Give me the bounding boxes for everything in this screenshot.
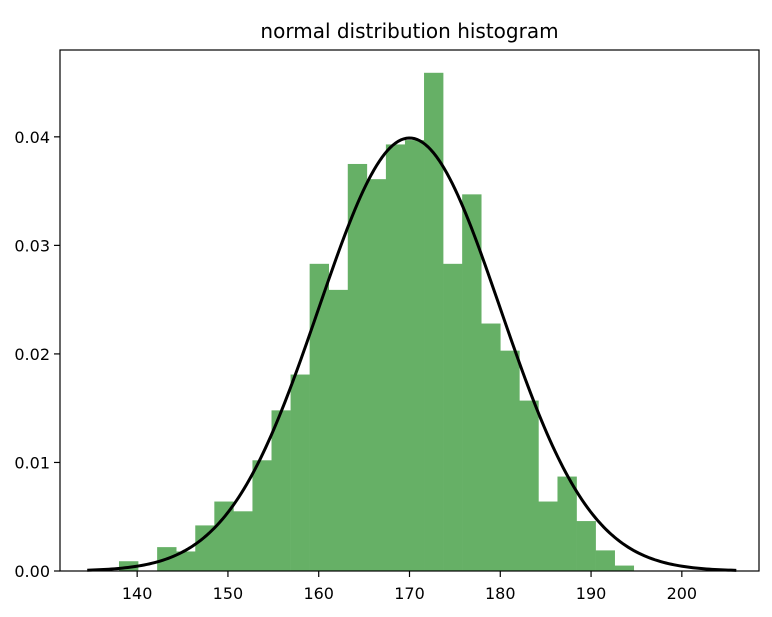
histogram-bar xyxy=(557,476,577,571)
x-tick-label: 190 xyxy=(576,584,607,603)
histogram-bar xyxy=(366,179,387,571)
histogram-bar xyxy=(176,551,196,571)
histogram-bar xyxy=(309,263,330,571)
x-tick-label: 200 xyxy=(667,584,698,603)
y-tick-label: 0.00 xyxy=(14,562,50,581)
normal-pdf-curve xyxy=(87,136,737,572)
histogram-bar xyxy=(595,550,615,571)
x-tick-label: 180 xyxy=(485,584,516,603)
y-tick-label: 0.01 xyxy=(14,453,50,472)
x-tick-label: 170 xyxy=(394,584,425,603)
histogram-bar xyxy=(614,565,635,571)
histogram-bar xyxy=(328,289,349,571)
x-tick-label: 140 xyxy=(122,584,153,603)
y-tick-label: 0.04 xyxy=(14,128,50,147)
histogram-bar xyxy=(290,374,310,571)
histogram-bar xyxy=(576,521,596,571)
histogram-bar xyxy=(271,410,291,571)
histogram-bar xyxy=(385,144,406,571)
histogram-bar xyxy=(462,194,482,571)
x-tick-label: 160 xyxy=(303,584,334,603)
histogram-bar xyxy=(347,163,368,571)
histogram-bar xyxy=(214,501,234,571)
y-tick-label: 0.03 xyxy=(14,236,50,255)
histogram-bar xyxy=(538,501,558,571)
chart-title: normal distribution histogram xyxy=(260,19,558,43)
histogram-bars xyxy=(119,72,635,571)
histogram-bar xyxy=(404,140,425,571)
histogram-bar xyxy=(252,460,272,571)
y-tick-label: 0.02 xyxy=(14,345,50,364)
histogram-bar xyxy=(195,525,215,571)
y-axis: 0.00 0.01 0.02 0.03 0.04 xyxy=(14,128,60,581)
histogram-bar xyxy=(481,323,501,571)
histogram-bar xyxy=(519,400,539,571)
histogram-bar xyxy=(500,350,520,571)
x-tick-label: 150 xyxy=(213,584,244,603)
histogram-bar xyxy=(443,263,463,571)
histogram-bar xyxy=(233,511,253,571)
x-axis: 140 150 160 170 180 190 200 xyxy=(122,571,697,603)
histogram-bar xyxy=(424,72,444,571)
